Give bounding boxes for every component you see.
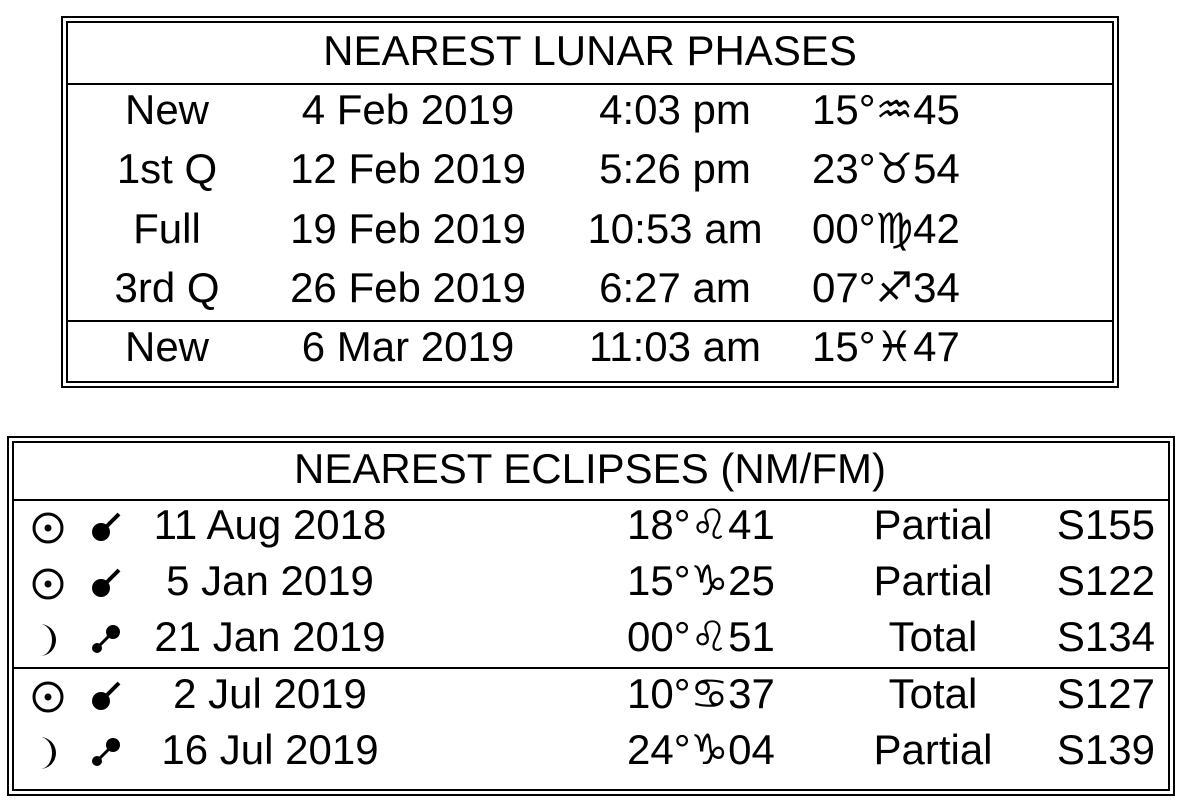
date: 19 Feb 2019 [290,205,526,252]
time: 6:27 am [599,264,751,311]
saros: S155 [1057,501,1155,548]
date: 6 Mar 2019 [302,323,514,370]
phase: New [125,323,210,370]
time: 5:26 pm [599,145,751,192]
saros: S122 [1057,557,1155,604]
eclipse-type: Partial [873,726,992,773]
phase: 3rd Q [114,264,219,311]
eclipse-type: Partial [873,557,992,604]
date: 21 Jan 2019 [154,613,385,660]
time: 4:03 pm [599,86,751,133]
date: 11 Aug 2018 [154,501,387,548]
position: 07°♐34 [812,264,960,311]
time: 10:53 am [587,205,762,252]
position: 15°♒45 [812,86,960,133]
position: 00°♍42 [812,205,960,252]
eclipse-icons [32,512,121,769]
position: 18°♌41 [627,501,775,548]
date: 12 Feb 2019 [290,145,526,192]
phase: New [125,86,210,133]
position: 15°♓47 [812,323,960,370]
date: 2 Jul 2019 [173,670,367,717]
eclipse-type: Total [889,670,978,717]
saros: S139 [1057,726,1155,773]
date: 26 Feb 2019 [290,264,526,311]
date: 16 Jul 2019 [161,726,378,773]
phase: 1st Q [117,145,217,192]
eclipse-title: NEAREST ECLIPSES (NM/FM) [294,445,886,492]
eclipse-table-frame [7,436,1175,796]
date: 4 Feb 2019 [302,86,515,133]
saros: S127 [1057,670,1155,717]
saros: S134 [1057,613,1155,660]
time: 11:03 am [589,323,761,370]
position: 15°♑25 [627,557,775,604]
position: 10°♋37 [627,670,775,717]
lunar-table-frame [61,16,1119,388]
lunar-title: NEAREST LUNAR PHASES [323,27,857,74]
eclipse-type: Partial [873,501,992,548]
date: 5 Jan 2019 [166,557,374,604]
position: 23°♉54 [812,145,960,192]
phase: Full [133,205,201,252]
eclipse-type: Total [889,613,978,660]
position: 00°♌51 [627,613,775,660]
position: 24°♑04 [627,726,775,773]
